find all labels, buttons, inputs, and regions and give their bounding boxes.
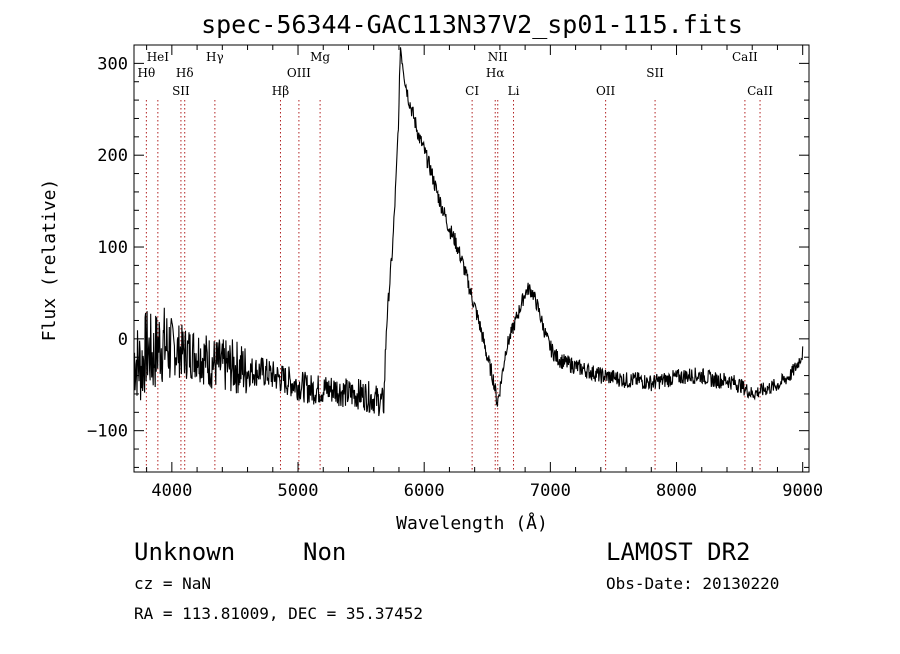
spectral-line-label: NII [488, 50, 508, 64]
y-tick-label: 0 [118, 330, 128, 350]
spectral-line-label: Hβ [272, 84, 289, 98]
spectral-line-10: Hα [486, 66, 505, 472]
x-tick-label: 6000 [404, 481, 445, 501]
spectral-line-label: SII [172, 84, 190, 98]
spectral-line-label: CaII [747, 84, 773, 98]
spectral-line-2: SII [172, 84, 190, 472]
spectral-line-label: CI [465, 84, 479, 98]
x-tick-label: 9000 [782, 481, 823, 501]
spectral-line-12: OII [596, 84, 616, 472]
x-tick-label: 4000 [151, 481, 192, 501]
coordinates: RA = 113.81009, DEC = 35.37452 [134, 604, 423, 623]
spectral-line-3: Hδ [176, 66, 194, 472]
x-axis-label: Wavelength (Å) [396, 512, 548, 534]
y-tick-label: 200 [97, 146, 128, 166]
spectral-line-label: OII [596, 84, 616, 98]
spectral-line-8: CI [465, 84, 479, 472]
axes: 4000 5000 6000 7000 8000 9000 −100 0 100 200 300 [87, 44, 823, 501]
survey-name: LAMOST DR2 [606, 538, 751, 566]
redshift-cz: cz = NaN [134, 574, 211, 593]
spectral-line-0: Hθ [138, 66, 156, 472]
x-tick-label: 8000 [656, 481, 697, 501]
spectral-line-5: Hβ [272, 84, 289, 472]
spectral-line-9: NII [488, 50, 508, 472]
y-tick-label: 100 [97, 238, 128, 258]
spectral-line-14: CaII [732, 50, 758, 472]
spectral-line-6: OIII [287, 66, 311, 472]
spectral-line-7: Mg [310, 50, 330, 472]
spectral-line-15: CaII [747, 84, 773, 472]
x-tick-label: 7000 [530, 481, 571, 501]
spectral-line-label: Hδ [176, 66, 194, 80]
spectral-line-13: SII [646, 66, 664, 472]
spectral-line-label: CaII [732, 50, 758, 64]
spectral-line-label: Li [508, 84, 520, 98]
plot-frame [133, 44, 810, 473]
spectral-line-label: OIII [287, 66, 311, 80]
series-layer [133, 47, 804, 417]
chart-title: spec-56344-GAC113N37V2_sp01-115.fits [201, 10, 743, 39]
x-tick-label: 5000 [278, 481, 319, 501]
y-tick-label: 300 [97, 54, 128, 74]
spectral-line-label: Mg [310, 50, 330, 64]
spectral-line-label: HeI [147, 50, 170, 64]
spectral-line-11: Li [508, 84, 520, 472]
object-class: Unknown [134, 538, 235, 566]
y-tick-label: −100 [87, 422, 128, 442]
spectral-line-label: Hγ [206, 50, 224, 64]
obs-date: Obs-Date: 20130220 [606, 574, 779, 593]
y-axis-label: Flux (relative) [39, 179, 60, 342]
spectral-line-1: HeI [147, 50, 170, 472]
spectral-line-label: Hθ [138, 66, 156, 80]
object-subclass: Non [303, 538, 346, 566]
spectral-line-label: SII [646, 66, 664, 80]
spectral-line-4: Hγ [206, 50, 224, 472]
spectrum-series-line [133, 47, 804, 417]
spectral-line-label: Hα [486, 66, 505, 80]
